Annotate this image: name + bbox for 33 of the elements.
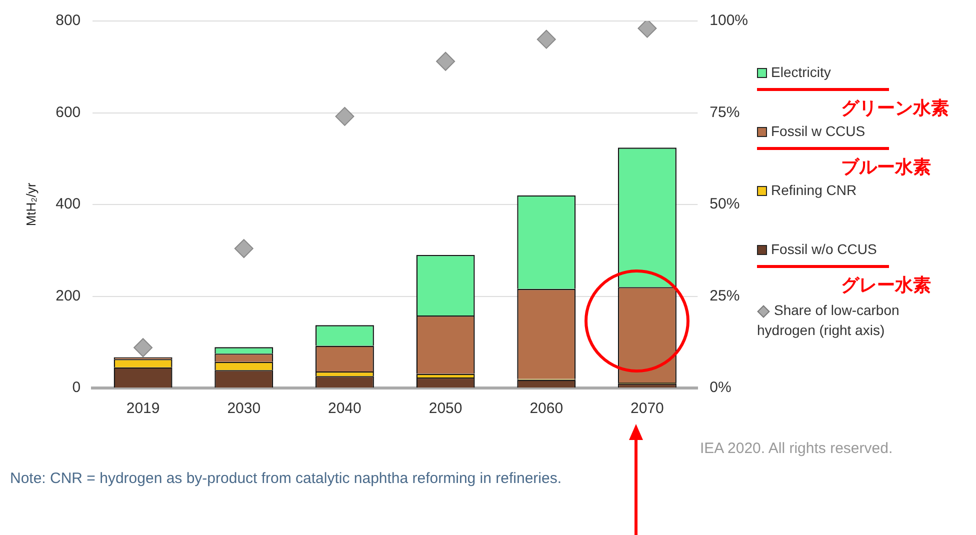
y-tick-label: 400: [56, 196, 81, 213]
point: [638, 21, 657, 38]
legend-label: Fossil w/o CCUS: [771, 241, 877, 257]
x-tick-label: 2050: [428, 400, 462, 418]
text: グリーン水素: [841, 97, 949, 120]
x-tick-label: 2060: [530, 400, 564, 418]
y2-tick-label: 50%: [710, 196, 740, 213]
y-tick-label: 0: [72, 379, 81, 396]
y-tick-label: 800: [56, 12, 81, 30]
x-tick-label: 2030: [227, 400, 261, 418]
text: Note: CNR = hydrogen as by-product from catalytic naphtha reforming in refineries.: [10, 470, 562, 487]
point: [134, 338, 153, 358]
point: [536, 30, 556, 49]
y2-tick-label: 100%: [710, 12, 748, 30]
x-tick-label: 2070: [630, 400, 664, 418]
point: [436, 52, 456, 71]
y-axis-title: MtH₂/yr: [23, 182, 38, 226]
y-tick-label: 600: [56, 104, 81, 121]
point: [234, 239, 254, 258]
text: ブルー水素: [841, 156, 931, 179]
text: グレー水素: [841, 274, 931, 297]
legend-label: Share of low-carbon hydrogen (right axis): [757, 301, 900, 340]
legend-label: Refining CNR: [770, 182, 858, 200]
y2-tick-label: 25%: [710, 287, 740, 304]
x-tick-label: 2019: [126, 400, 160, 418]
y2-tick-label: 0%: [710, 379, 732, 396]
legend-label: Fossil w CCUS: [771, 123, 866, 139]
y2-tick-label: 75%: [710, 104, 740, 121]
point: [335, 106, 354, 126]
x-tick-label: 2040: [328, 400, 362, 418]
text: IEA 2020. All rights reserved.: [700, 440, 893, 457]
legend-label: Electricity: [771, 64, 831, 80]
y-tick-label: 200: [56, 287, 81, 304]
